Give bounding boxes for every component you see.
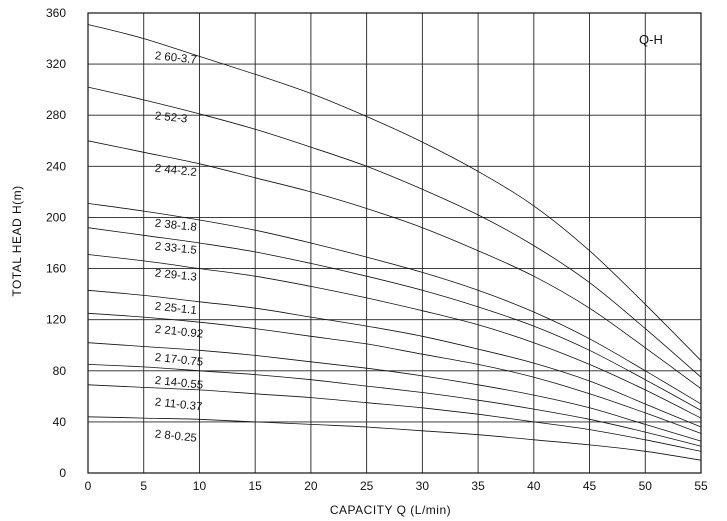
curve-label: 2 14-0.55 [154, 375, 204, 392]
y-tick-label: 160 [46, 262, 66, 276]
curve-label: 2 29-1.3 [154, 267, 197, 283]
curve-label: 2 38-1.8 [154, 218, 197, 234]
corner-label: Q-H [639, 32, 663, 47]
x-tick-label: 20 [304, 479, 318, 493]
curve-label: 2 60-3.7 [154, 50, 197, 66]
pump-curve-line [87, 342, 702, 442]
curve-label: 2 44-2.2 [154, 163, 197, 179]
x-tick-label: 45 [583, 479, 597, 493]
y-tick-label: 360 [46, 6, 66, 20]
x-tick-label: 35 [471, 479, 485, 493]
curve-label: 2 33-1.5 [154, 241, 197, 257]
y-axis-title: TOTAL HEAD H(m) [10, 185, 24, 296]
pump-curve-line [87, 86, 702, 378]
x-tick-label: 40 [527, 479, 541, 493]
x-tick-label: 50 [639, 479, 653, 493]
curve-label: 2 52-3 [154, 110, 188, 125]
y-tick-label: 40 [53, 415, 67, 429]
pump-curve-line [87, 24, 702, 361]
y-tick-label: 200 [46, 210, 66, 224]
x-tick-label: 10 [193, 479, 207, 493]
pump-curve-line [87, 254, 702, 419]
x-tick-label: 15 [249, 479, 263, 493]
curve-label: 2 11-0.37 [154, 396, 203, 413]
pump-curve-line [87, 364, 702, 447]
y-tick-labels: 0 40 80 120 160 200 240 280 320 360 [46, 6, 66, 480]
y-tick-label: 80 [53, 364, 67, 378]
pump-curve-line [87, 203, 702, 405]
x-tick-label: 25 [360, 479, 374, 493]
pump-curve-line [87, 140, 702, 390]
x-tick-labels: 0 5 10 15 20 25 30 35 40 45 50 55 [85, 479, 708, 493]
x-tick-label: 0 [85, 479, 92, 493]
y-tick-label: 280 [46, 108, 66, 122]
x-tick-label: 5 [140, 479, 147, 493]
y-tick-label: 120 [46, 313, 66, 327]
curve-label: 2 8-0.25 [154, 428, 197, 444]
y-tick-label: 240 [46, 159, 66, 173]
pump-curve-line [87, 416, 702, 461]
curve-label: 2 17-0.75 [154, 352, 204, 369]
y-tick-label: 320 [46, 57, 66, 71]
x-axis-title: CAPACITY Q (L/min) [330, 503, 451, 517]
curve-labels: 2 60-3.7 2 52-3 2 44-2.2 2 38-1.8 2 33-1.5 2 … [154, 50, 204, 445]
pump-curves [87, 24, 702, 461]
x-tick-label: 55 [694, 479, 708, 493]
plot-frame [87, 12, 702, 474]
curve-label: 2 21-0.92 [154, 324, 204, 341]
pump-curve-line [87, 289, 702, 428]
pump-curve-line [87, 227, 702, 411]
y-tick-label: 0 [59, 466, 66, 480]
pump-curve-line [87, 384, 702, 452]
x-tick-label: 30 [416, 479, 430, 493]
pump-curve-line [87, 312, 702, 434]
curve-label: 2 25-1.1 [154, 301, 197, 317]
